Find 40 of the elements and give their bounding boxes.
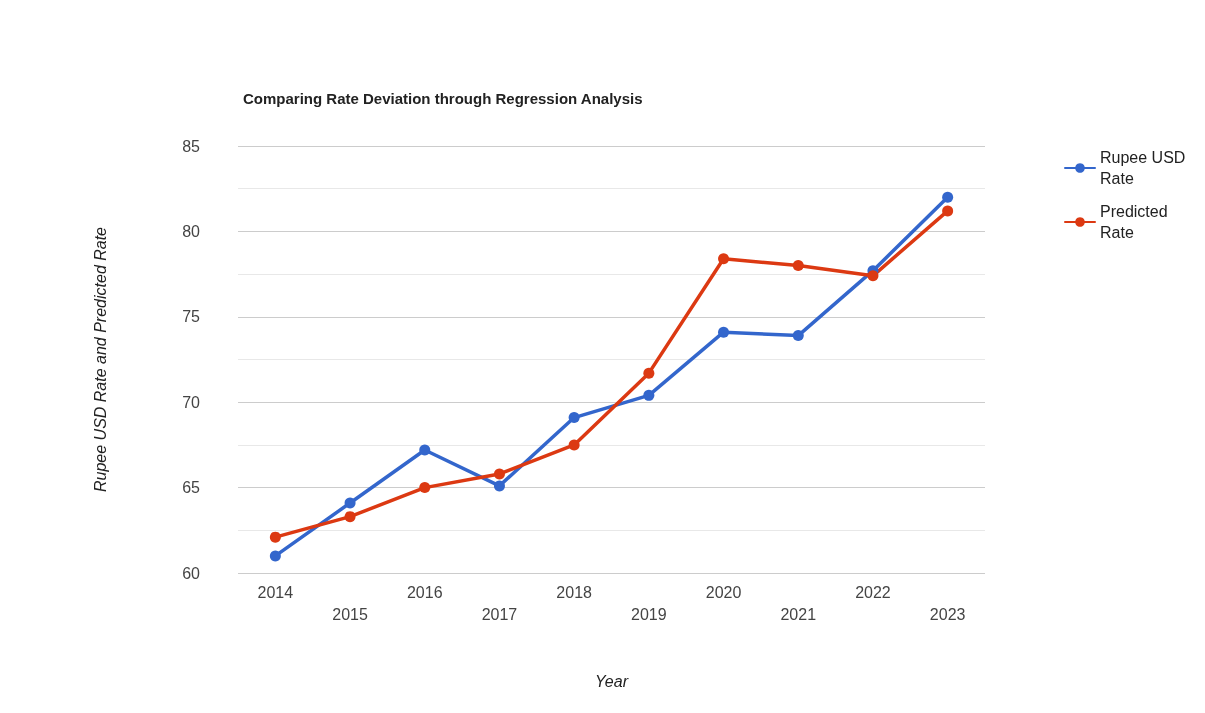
y-tick-label: 75 [182,308,201,326]
point [419,444,431,456]
x-tick-label: 2021 [780,605,817,623]
point [643,389,655,401]
point [942,191,954,203]
x-tick-label: 2017 [481,605,518,623]
x-tick-label: 2019 [631,605,667,623]
x-axis-title: Year [595,672,629,690]
y-tick-label: 65 [182,479,201,497]
legend-label: Predicted Rate [1100,203,1173,241]
x-tick-label: 2018 [556,583,593,601]
point [942,205,954,217]
chart-title: Comparing Rate Deviation through Regression Analysis [243,90,643,107]
point [792,330,804,342]
point [792,260,804,272]
point [493,468,505,480]
point [269,531,281,543]
point [568,439,580,451]
x-tick-label: 2023 [929,605,966,623]
point [269,550,281,562]
y-tick-label: 85 [182,137,201,155]
point [493,480,505,492]
point [643,367,655,379]
x-tick-label: 2014 [257,583,294,601]
x-tick-label: 2022 [855,583,891,601]
point [568,412,580,424]
y-tick-label: 80 [182,222,201,240]
y-axis-title: Rupee USD Rate and Predicted Rate [91,226,109,493]
x-tick-label: 2015 [332,605,368,623]
y-tick-label: 60 [182,564,201,582]
legend-label: Rupee USD Rate [1100,149,1190,187]
point [867,270,879,282]
point [419,482,431,494]
y-tick-label: 70 [182,393,201,411]
point [344,511,356,523]
point [718,326,730,338]
x-tick-label: 2020 [705,583,742,601]
point [718,253,730,265]
point [344,497,356,509]
x-tick-label: 2016 [406,583,443,601]
